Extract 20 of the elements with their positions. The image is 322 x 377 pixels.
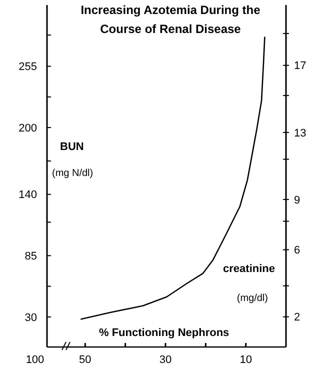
x-tick-label: 30 — [159, 354, 172, 366]
y2-tick-label: 17 — [294, 60, 306, 72]
annotation: (mg N/dl) — [52, 168, 94, 179]
y2-tick-label: 2 — [294, 312, 300, 324]
y-tick-label: 85 — [24, 250, 37, 262]
y-tick-label: 30 — [24, 312, 37, 324]
annotation: (mg/dl) — [236, 293, 268, 304]
text: 100 — [26, 354, 44, 366]
y2-axis-title: creatinine — [223, 263, 275, 275]
text: Increasing Azotemia During the Course of Renal Disease — [80, 3, 261, 36]
y-tick-label: 140 — [18, 189, 37, 202]
x-tick-label: 10 — [240, 354, 252, 366]
y-tick-label: 200 — [18, 122, 37, 134]
x-tick-label: 50 — [79, 354, 92, 366]
y-tick-label: 255 — [18, 61, 37, 74]
y2-tick-label: 9 — [294, 194, 300, 206]
y-axis-title: BUN — [60, 141, 84, 153]
y2-tick-label: 13 — [294, 127, 306, 140]
y2-tick-label: 6 — [294, 244, 300, 257]
x-axis-title: % Functioning Nephrons — [99, 327, 230, 339]
